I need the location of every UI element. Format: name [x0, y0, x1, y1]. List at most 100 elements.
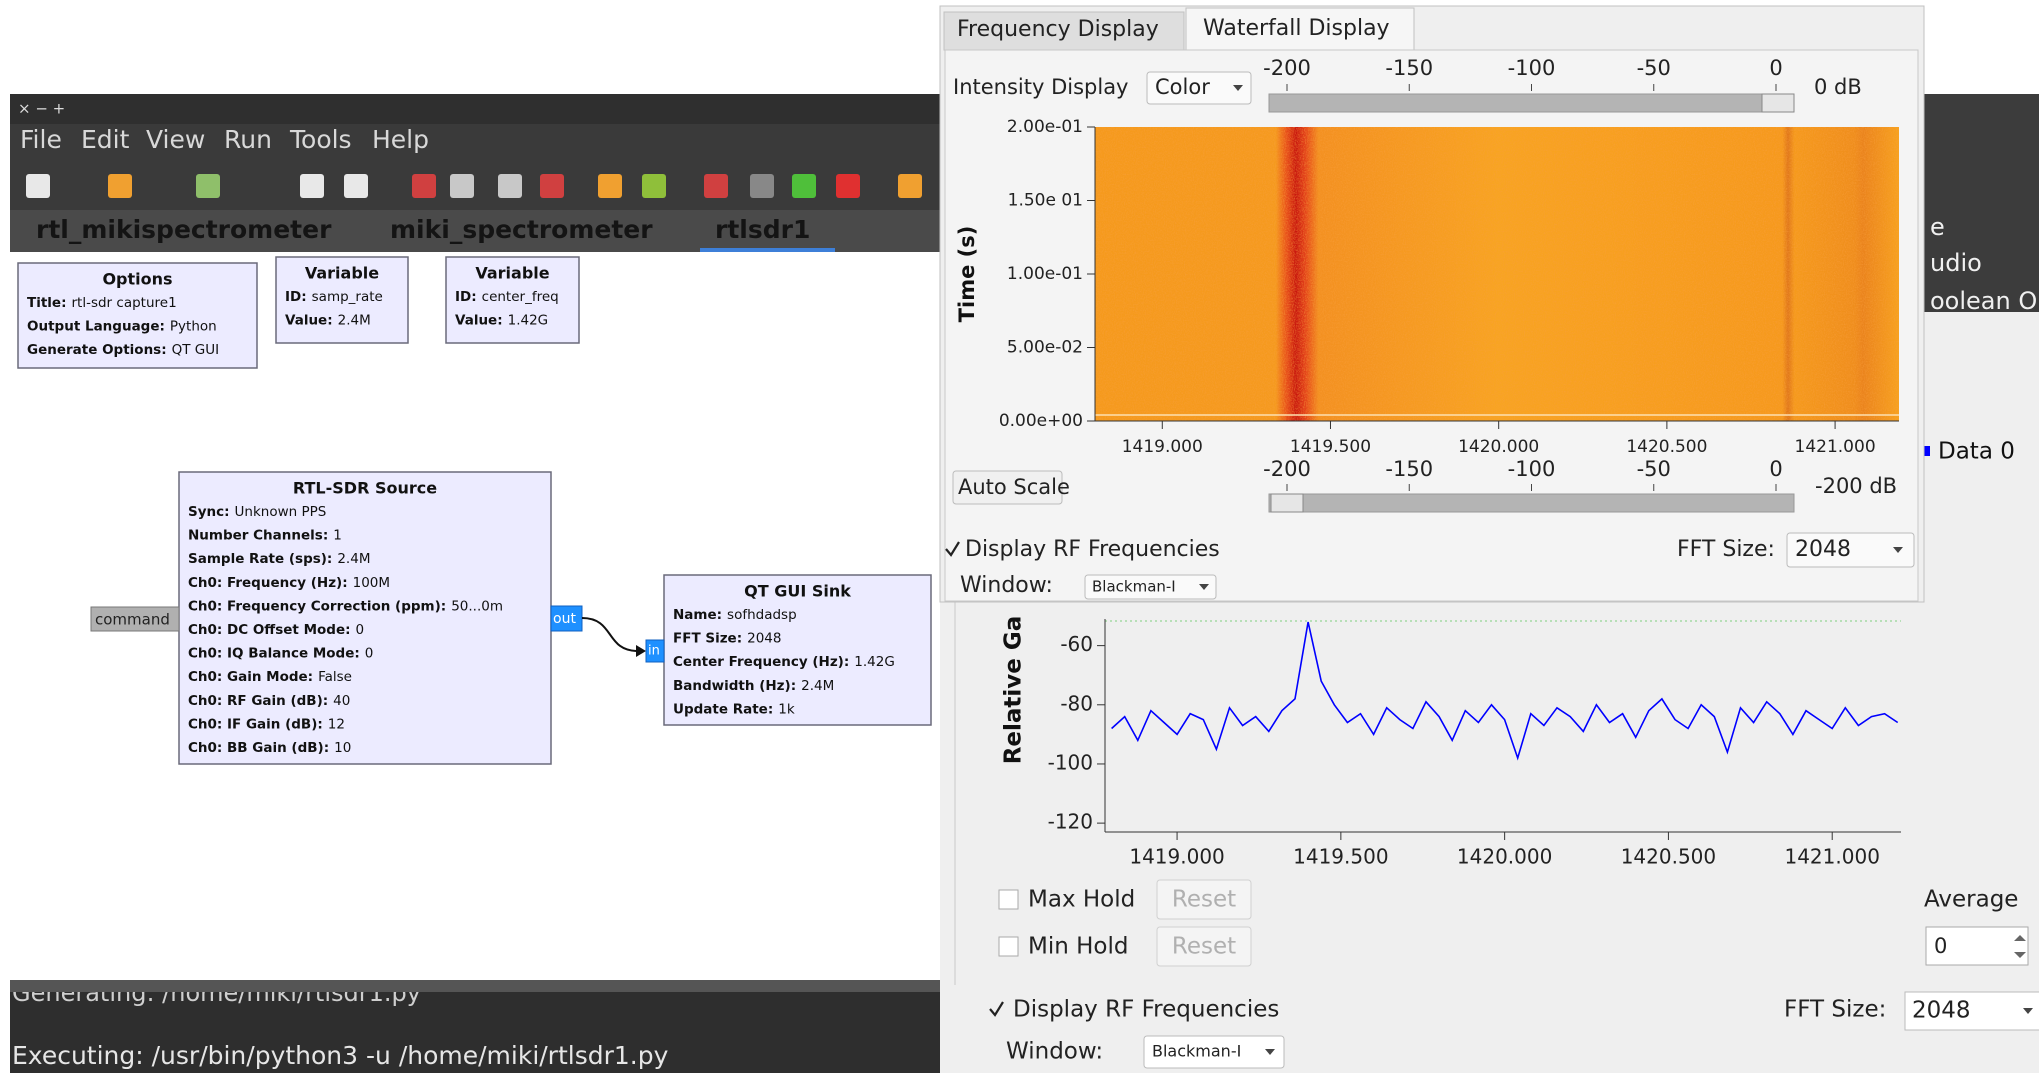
param-value: False — [318, 669, 352, 685]
checkbox-label: Display RF Frequencies — [965, 537, 1220, 562]
block-param: Sync:Unknown PPS — [188, 504, 326, 520]
toolbar-icon[interactable] — [344, 174, 368, 198]
slider-handle[interactable] — [1762, 94, 1794, 112]
tab-label[interactable]: miki_spectrometer — [390, 215, 653, 244]
param-key: Update Rate: — [673, 701, 773, 717]
param-value: 10 — [334, 740, 351, 756]
checkbox[interactable] — [999, 937, 1018, 956]
param-key: Ch0: Frequency Correction (ppm): — [188, 598, 446, 614]
x-tick-label: 1419.000 — [1129, 845, 1224, 869]
slider-groove[interactable] — [1269, 494, 1794, 512]
port-label: in — [648, 644, 660, 659]
slider-tick-label: 0 — [1769, 457, 1782, 481]
block-param: Ch0: Gain Mode:False — [188, 669, 352, 685]
param-value: Python — [170, 319, 217, 335]
combo-value: 2048 — [1795, 537, 1851, 562]
param-value: 12 — [328, 716, 345, 732]
toolbar-icon[interactable] — [704, 174, 728, 198]
block-param: Output Language: Python — [27, 319, 217, 335]
tab-label[interactable]: rtlsdr1 — [715, 215, 810, 244]
param-key: Sync: — [188, 504, 230, 520]
block-title: Options — [102, 270, 172, 289]
toolbar-icon[interactable] — [750, 174, 774, 198]
block-param: Ch0: RF Gain (dB):40 — [188, 693, 350, 709]
combo-value: Blackman-I — [1092, 578, 1176, 596]
menu-item[interactable]: Run — [224, 125, 272, 154]
param-value: 40 — [333, 693, 350, 709]
toolbar-icon[interactable] — [642, 174, 666, 198]
param-value: sofhdadsp — [727, 607, 797, 623]
toolbar-icon[interactable] — [540, 174, 564, 198]
menu-item[interactable]: View — [146, 125, 205, 154]
slider-groove[interactable] — [1269, 94, 1794, 112]
toolbar-icon[interactable] — [450, 174, 474, 198]
toolbar-icon[interactable] — [498, 174, 522, 198]
toolbar-icon[interactable] — [598, 174, 622, 198]
param-value: 2.4M — [337, 551, 370, 567]
strip-label: e — [1930, 213, 1945, 241]
slider-tick-label: -150 — [1385, 56, 1433, 80]
y-tick-label: -100 — [1048, 750, 1093, 774]
toolbar-icon[interactable] — [196, 174, 220, 198]
page: × − +FileEditViewRunToolsHelprtl_mikispe… — [0, 0, 2039, 1073]
toolbar-icon[interactable] — [836, 174, 860, 198]
param-value: 2048 — [747, 631, 781, 647]
toolbar-icon[interactable] — [412, 174, 436, 198]
button-label: Reset — [1172, 887, 1236, 913]
toolbar-icon[interactable] — [26, 174, 50, 198]
menu-item[interactable]: Tools — [289, 125, 352, 154]
tab-label: Waterfall Display — [1203, 16, 1390, 41]
param-key: Ch0: DC Offset Mode: — [188, 622, 351, 638]
param-value: samp_rate — [312, 289, 383, 305]
param-key: Output Language: — [27, 319, 165, 335]
menu-item[interactable]: Help — [372, 125, 429, 154]
background-window: eudiooolean Op — [1924, 94, 2039, 315]
param-key: Ch0: IF Gain (dB): — [188, 716, 323, 732]
x-tick-label: 1420.500 — [1621, 845, 1716, 869]
block-param: Title:rtl-sdr capture1 — [27, 295, 177, 311]
param-value: 1.42G — [508, 313, 549, 329]
y-tick-label: 5.00e-02 — [1007, 338, 1083, 358]
menu-item[interactable]: File — [20, 125, 62, 154]
param-key: Value: — [285, 313, 333, 329]
slider-tick-label: -200 — [1263, 56, 1311, 80]
param-value: 1.42G — [854, 654, 895, 670]
window-label: Window: — [1006, 1039, 1103, 1065]
window-strip — [1924, 94, 2039, 314]
y-tick-label: 1.50e 01 — [1008, 191, 1083, 211]
param-value: 100M — [353, 575, 390, 591]
param-value: 2.4M — [338, 313, 371, 329]
param-key: Center Frequency (Hz): — [673, 654, 849, 670]
block-param: Ch0: Frequency (Hz): 100M — [188, 575, 390, 591]
block-param: Ch0: Frequency Correction (ppm):50...0m — [188, 598, 503, 614]
slider-tick-label: -50 — [1637, 457, 1671, 481]
block-param: Sample Rate (sps):2.4M — [188, 551, 370, 567]
checkbox-label: Display RF Frequencies — [1013, 997, 1279, 1023]
param-key: Name: — [673, 607, 722, 623]
param-key: Number Channels: — [188, 528, 328, 544]
combo-value: 2048 — [1912, 998, 1971, 1024]
block-param: Ch0: IQ Balance Mode:0 — [188, 646, 373, 662]
console-separator — [10, 980, 940, 992]
block-param: Bandwidth (Hz):2.4M — [673, 678, 834, 694]
menu-item[interactable]: Edit — [81, 125, 130, 154]
param-key: Ch0: Frequency (Hz): — [188, 575, 348, 591]
toolbar-icon[interactable] — [898, 174, 922, 198]
checkbox[interactable] — [999, 890, 1018, 909]
console-line: Executing: /usr/bin/python3 -u /home/mik… — [12, 1041, 669, 1070]
slider-handle[interactable] — [1271, 494, 1303, 512]
legend-marker — [1924, 446, 1930, 456]
combo-value: Color — [1155, 75, 1210, 99]
y-tick-label: -120 — [1048, 810, 1093, 834]
block-param: Name: sofhdadsp — [673, 607, 797, 623]
param-value: 1 — [333, 528, 342, 544]
slider-tick-label: -100 — [1508, 457, 1556, 481]
active-tab-underline — [700, 248, 835, 252]
x-tick-label: 1420.000 — [1457, 845, 1552, 869]
toolbar-icon[interactable] — [792, 174, 816, 198]
y-axis-label: Time (s) — [955, 226, 979, 323]
tab-label[interactable]: rtl_mikispectrometer — [36, 215, 332, 244]
toolbar-icon[interactable] — [300, 174, 324, 198]
toolbar-icon[interactable] — [108, 174, 132, 198]
